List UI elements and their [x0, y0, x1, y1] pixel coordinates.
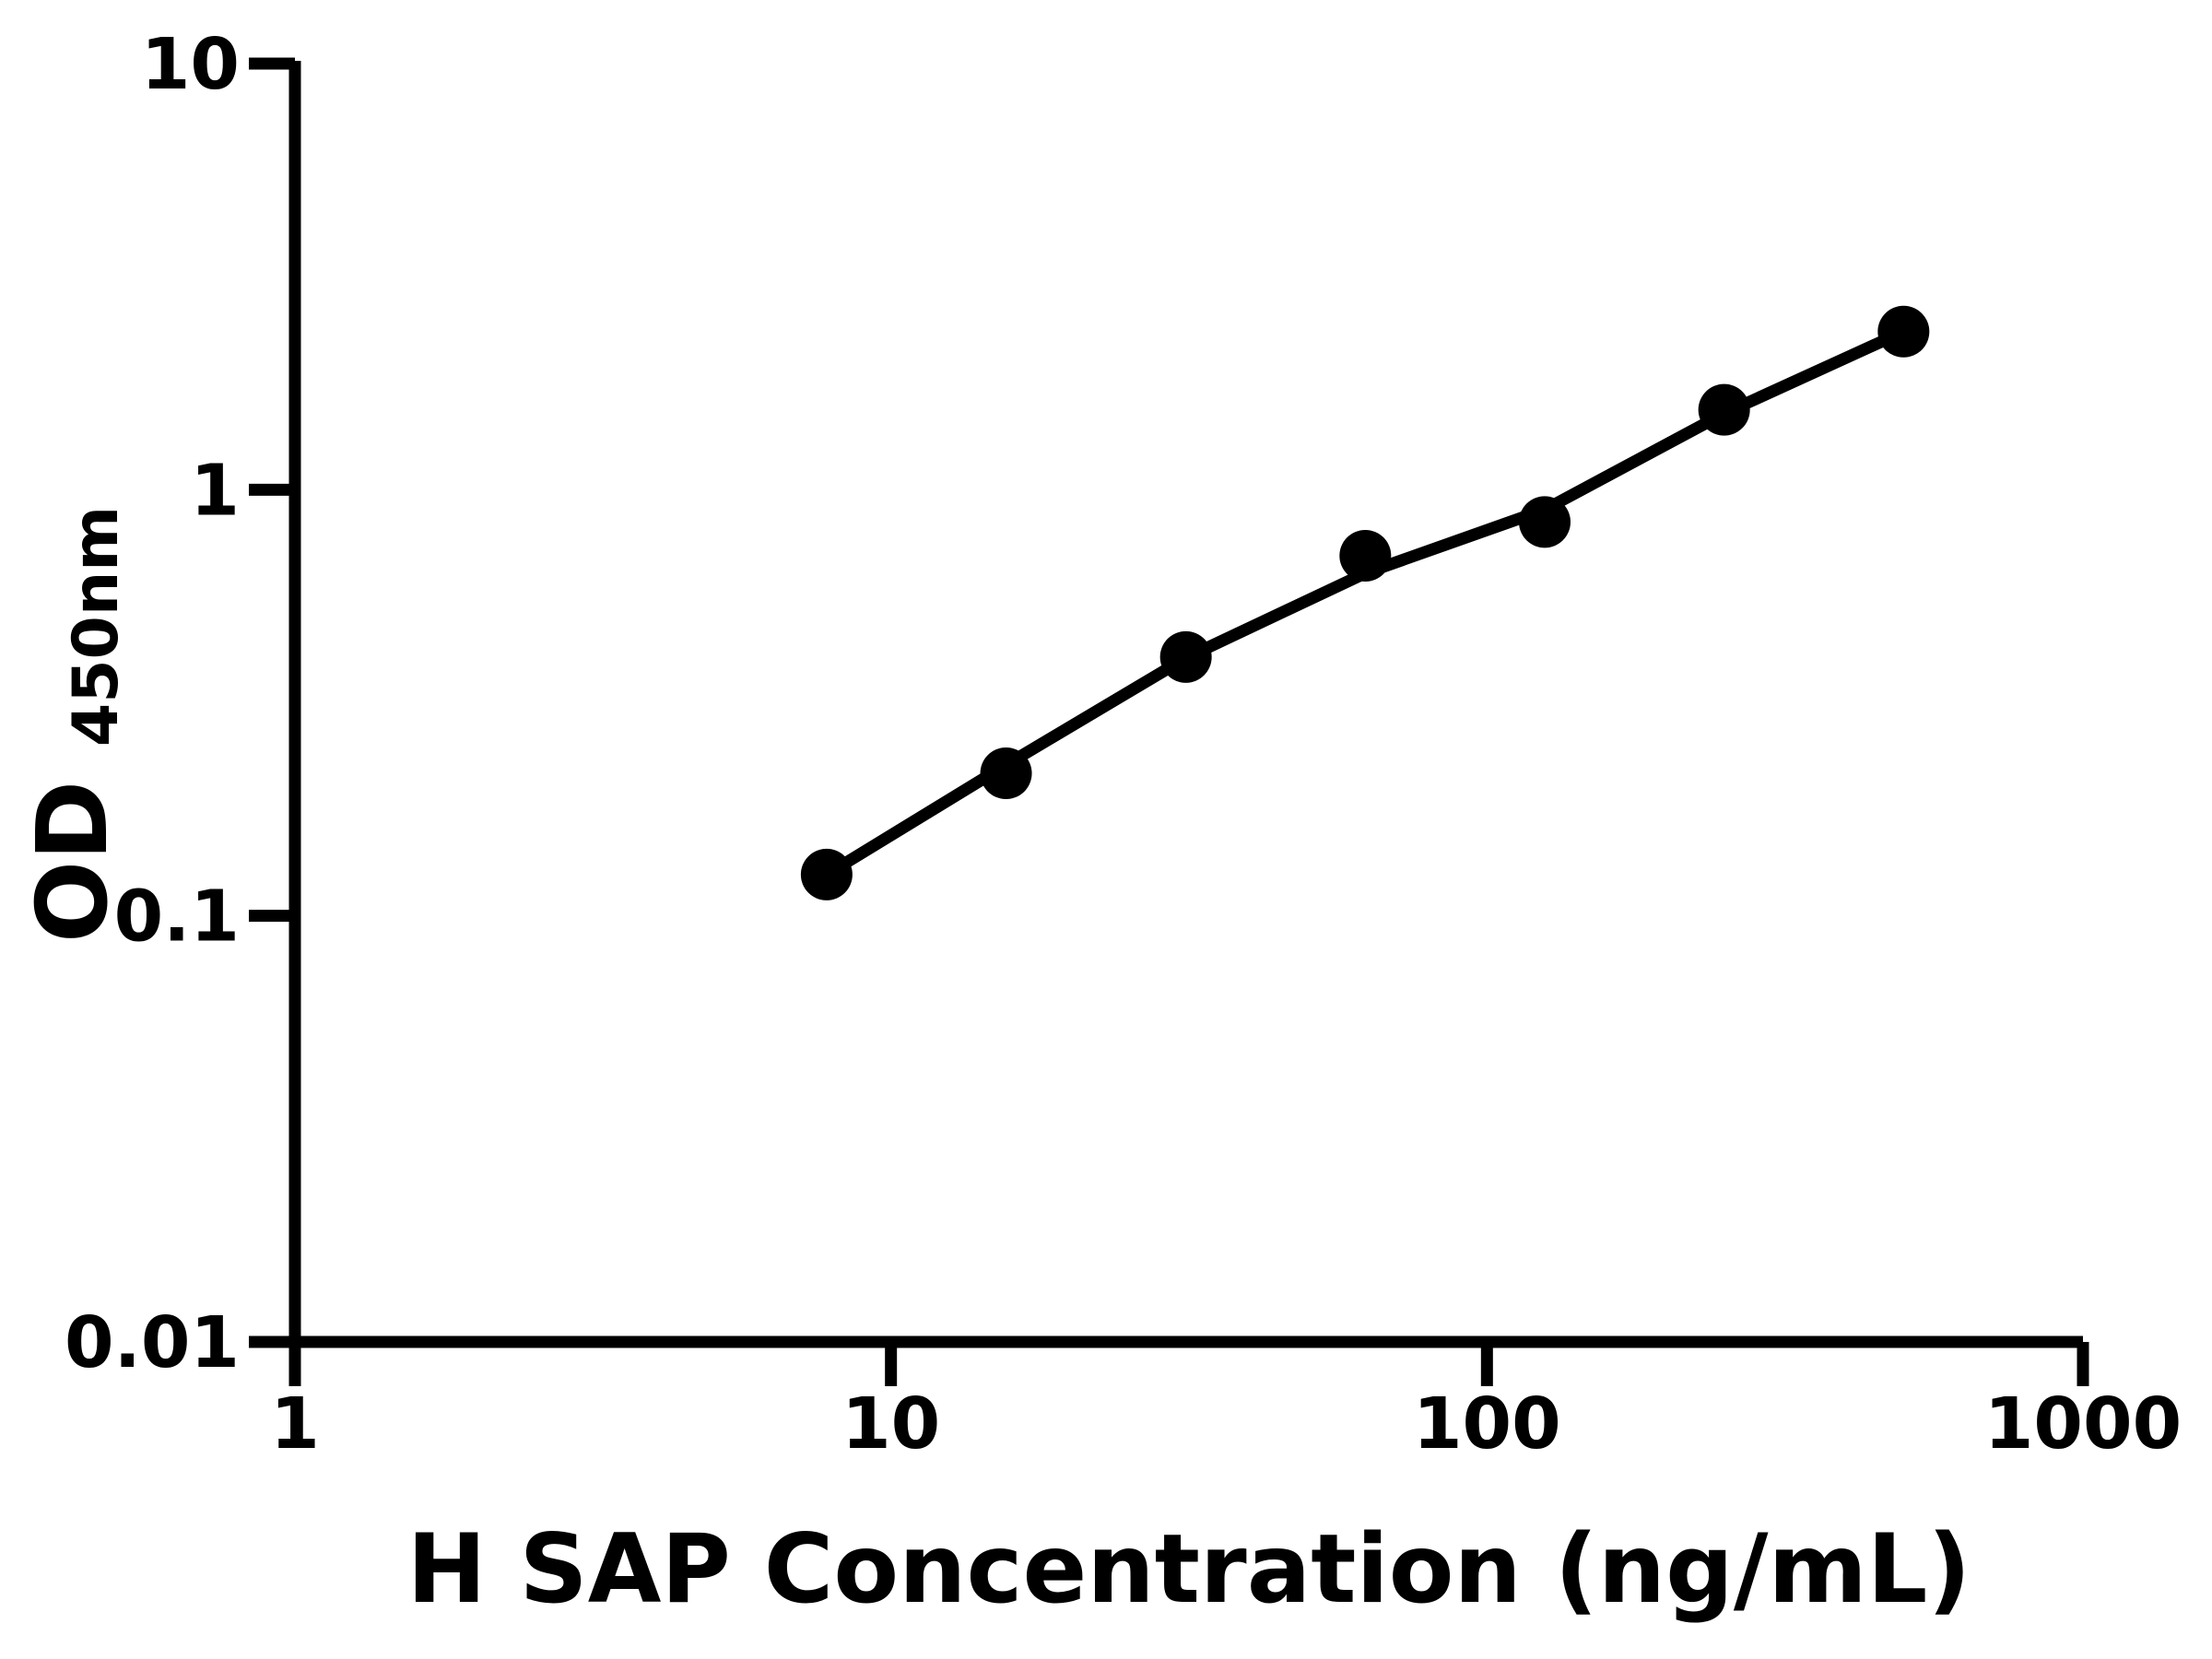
x-tick-label: 10 — [841, 1383, 940, 1465]
y-tick-label: 1 — [190, 450, 240, 532]
data-point — [1339, 529, 1392, 582]
y-tick-label: 10 — [141, 24, 240, 106]
x-axis-title: H SAP Concentration (ng/mL) — [406, 1514, 1971, 1625]
y-axis-title: OD 450nm — [17, 506, 133, 943]
y-tick-label: 0.1 — [114, 877, 240, 959]
data-point — [1159, 630, 1212, 683]
data-point — [1698, 383, 1750, 436]
data-point-layer — [800, 305, 1930, 900]
axis-tick-labels: 1 10 100 1000 10 1 0.1 0.01 — [65, 24, 2182, 1465]
y-axis-title-main: OD — [17, 781, 129, 943]
data-point — [1519, 496, 1571, 548]
axis-ticks — [249, 57, 2089, 1386]
data-point — [1877, 305, 1930, 358]
x-tick-label: 1 — [270, 1383, 320, 1465]
y-tick-label: 0.01 — [65, 1302, 240, 1384]
x-tick-label: 1000 — [1984, 1383, 2182, 1465]
data-point — [980, 747, 1032, 800]
data-point — [800, 848, 853, 900]
y-axis-title-subscript: 450nm — [60, 506, 133, 747]
x-tick-label: 100 — [1413, 1383, 1561, 1465]
